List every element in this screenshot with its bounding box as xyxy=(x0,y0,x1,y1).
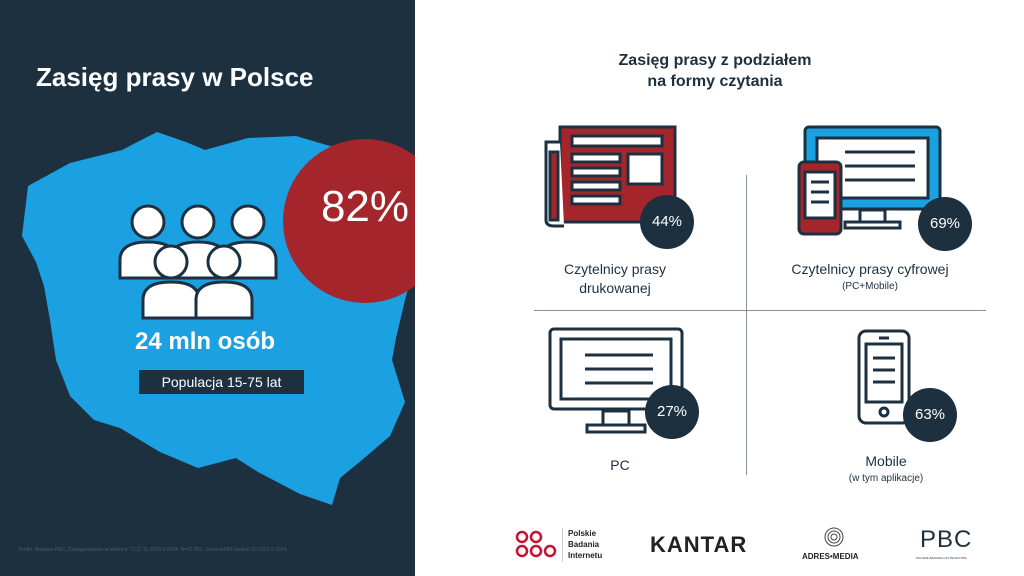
mobile-percent-badge: 63% xyxy=(903,388,957,442)
divider-vertical xyxy=(746,175,747,475)
digital-label: Czytelnicy prasy cyfrowej xyxy=(791,261,949,277)
reach-circle xyxy=(283,139,415,303)
print-percent-badge: 44% xyxy=(640,195,694,249)
kantar-logo: KANTAR xyxy=(650,532,748,557)
main-title: Zasięg prasy w Polsce xyxy=(36,62,314,92)
age-group-badge: Populacja 15-75 lat xyxy=(139,370,304,394)
people-group-icon xyxy=(118,204,278,320)
adres-media-logo: ADRES•MEDIA xyxy=(802,552,859,561)
breakdown-title-line2: na formy czytania xyxy=(647,73,783,90)
mobile-label: Mobile xyxy=(865,453,907,469)
print-label-line2: drukowanej xyxy=(579,280,651,296)
print-label-line1: Czytelnicy prasy xyxy=(564,261,666,277)
digital-sublabel: (PC+Mobile) xyxy=(842,281,898,292)
left-panel: Zasięg prasy w Polsce 82% 24 mln osób Po… xyxy=(0,0,415,576)
pbi-logo-text: Polskie Badania Internetu xyxy=(568,529,603,560)
pc-monitor-icon xyxy=(548,327,684,434)
monitor-phone-icon xyxy=(797,125,942,236)
pbc-logo-subtitle: POLSKIE BADANIA CZYTELNICTWA xyxy=(916,556,967,560)
newspaper-icon xyxy=(544,125,677,228)
breakdown-title: Zasięg prasy z podziałem na formy czytan… xyxy=(575,50,855,92)
digital-percent-badge: 69% xyxy=(918,197,972,251)
pbi-logo-icon xyxy=(515,530,557,558)
partner-logos: Polskie Badania Internetu KANTAR ADRES•M… xyxy=(510,520,990,570)
pbc-logo: PBC xyxy=(920,526,973,553)
pc-percent-badge: 27% xyxy=(645,385,699,439)
mobile-sublabel: (w tym aplikacje) xyxy=(848,473,924,484)
breakdown-title-line1: Zasięg prasy z podziałem xyxy=(618,52,812,69)
adres-media-logo-icon xyxy=(824,527,844,547)
population-text: 24 mln osób xyxy=(134,328,276,355)
print-label: Czytelnicy prasy drukowanej xyxy=(530,260,700,298)
pbi-logo-divider xyxy=(562,528,563,562)
smartphone-icon xyxy=(857,329,911,425)
source-note: Źródło: Badanie PBC „Zaangażowanie w rek… xyxy=(18,547,288,553)
pc-label: PC xyxy=(610,457,630,473)
reach-percent: 82% xyxy=(320,182,410,231)
divider-horizontal xyxy=(534,310,986,311)
